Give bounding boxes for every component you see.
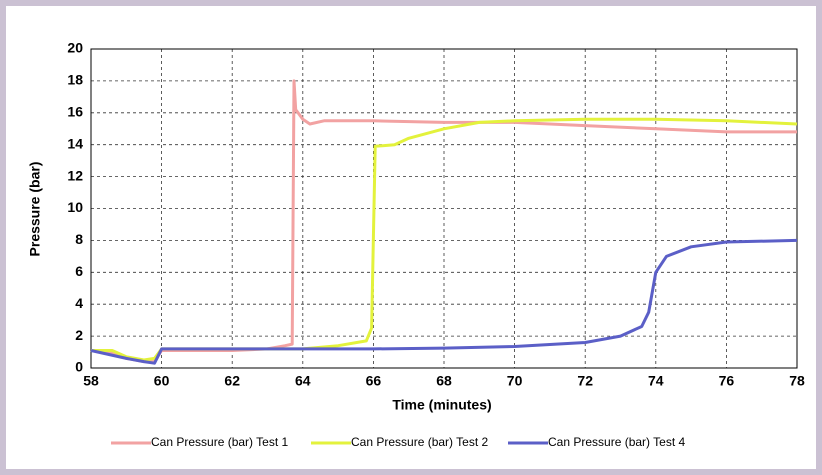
- legend-label: Can Pressure (bar) Test 4: [548, 435, 685, 449]
- y-tick-label: 8: [75, 231, 83, 247]
- y-tick-label: 2: [75, 327, 83, 343]
- x-tick-label: 78: [789, 373, 805, 389]
- x-tick-label: 62: [224, 373, 240, 389]
- x-tick-label: 60: [154, 373, 170, 389]
- x-tick-label: 74: [648, 373, 664, 389]
- y-tick-label: 16: [67, 104, 83, 120]
- legend-label: Can Pressure (bar) Test 2: [351, 435, 488, 449]
- x-tick-label: 72: [577, 373, 593, 389]
- x-tick-label: 68: [436, 373, 452, 389]
- x-tick-label: 58: [83, 373, 99, 389]
- y-tick-label: 10: [67, 199, 83, 215]
- series-line: [90, 238, 798, 365]
- x-tick-label: 70: [507, 373, 523, 389]
- chart: Time (minutes) Pressure (bar) 0246810121…: [27, 40, 805, 449]
- x-tick-label: 64: [295, 373, 311, 389]
- series-line: [91, 117, 798, 362]
- y-tick-label: 20: [67, 40, 83, 56]
- legend-label: Can Pressure (bar) Test 1: [151, 435, 288, 449]
- plot-border: [90, 48, 798, 369]
- y-tick-label: 4: [75, 295, 83, 311]
- y-tick-label: 0: [75, 359, 83, 375]
- y-tick-label: 18: [67, 72, 83, 88]
- x-tick-label: 76: [719, 373, 735, 389]
- x-axis-label: Time (minutes): [392, 397, 491, 413]
- y-axis-label: Pressure (bar): [27, 162, 43, 257]
- x-tick-label: 66: [366, 373, 382, 389]
- y-tick-label: 6: [75, 263, 83, 279]
- y-tick-label: 12: [67, 167, 83, 183]
- y-tick-label: 14: [67, 135, 83, 151]
